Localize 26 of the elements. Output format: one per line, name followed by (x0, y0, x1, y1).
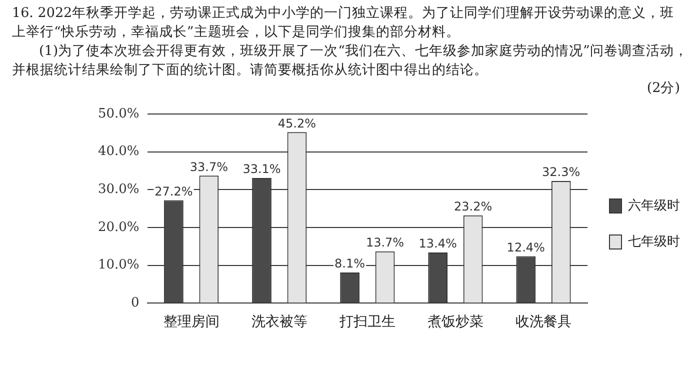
y-tick-label: 40.0% (98, 144, 140, 160)
data-label: 27.2% (154, 184, 193, 198)
data-label: 13.7% (366, 235, 404, 250)
x-tick-label: 收洗餐具 (515, 314, 572, 330)
legend-label: 七年级时 (628, 234, 680, 250)
data-label: 33.7% (190, 160, 228, 174)
x-tick-label: 打扫卫生 (338, 314, 396, 330)
legend-label: 六年级时 (628, 198, 680, 214)
data-label: 33.1% (242, 162, 281, 176)
x-tick-label: 整理房间 (163, 314, 220, 330)
chart-title: 16. 2022年秋季开学起，劳动课正式成为中小学的一门独立课程。为了让同学们理解开设劳动课的意义，班上举行“快乐劳动，幸福成长”主题班会，以下是同学们搜集的部分材料。 (12, 4, 676, 42)
y-tick-label: 20.0% (98, 220, 140, 235)
data-label: 45.2% (278, 116, 316, 130)
x-tick-label: 洗衣被等 (251, 314, 308, 330)
data-label: 23.2% (454, 200, 492, 214)
data-label: 12.4% (506, 240, 545, 254)
y-tick-label: 10.0% (98, 258, 140, 273)
chart-subtitle: (1)为了使本次班会开得更有效，班级开展了一次“我们在六、七年级参加家庭劳动的情况”问卷调查活动，并根据统计结果绘制了下面的统计图。请简要概括你从统计图中得出的结论。 (12, 42, 688, 80)
y-tick-label: 0 (131, 296, 140, 311)
y-tick-label: 30.0% (98, 182, 140, 198)
data-label: 13.4% (418, 236, 457, 251)
y-tick-label: 50.0% (98, 106, 140, 122)
data-label: 32.3% (542, 165, 580, 180)
data-label: 8.1% (334, 256, 366, 271)
text: (2分) (646, 80, 681, 96)
x-tick-label: 煮饭炒菜 (427, 314, 484, 330)
